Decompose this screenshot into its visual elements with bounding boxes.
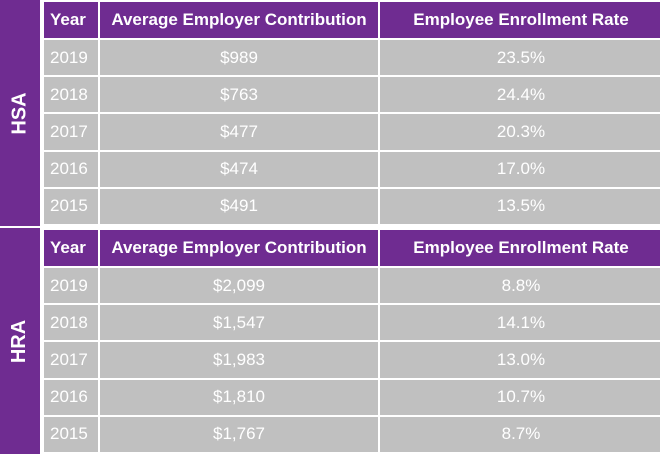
table-row: 2019 $2,099 8.8% <box>42 265 660 306</box>
rate-cell: 14.1% <box>378 303 660 343</box>
table-row: 2015 $1,767 8.7% <box>42 414 660 454</box>
contribution-cell: $1,983 <box>98 340 380 380</box>
rate-cell: 17.0% <box>378 149 660 189</box>
contribution-cell: $1,767 <box>98 414 380 454</box>
year-cell: 2015 <box>42 186 100 227</box>
hsa-label: HSA <box>8 91 31 135</box>
hsa-section: HSA Year Average Employer Contribution E… <box>0 0 660 227</box>
rate-cell: 10.7% <box>378 377 660 417</box>
rate-cell: 8.8% <box>378 265 660 306</box>
contribution-cell: $474 <box>98 149 380 189</box>
hsa-header-row: Year Average Employer Contribution Emplo… <box>42 0 660 40</box>
year-header: Year <box>42 0 100 40</box>
year-cell: 2016 <box>42 377 100 417</box>
contribution-cell: $2,099 <box>98 265 380 306</box>
table-row: 2018 $763 24.4% <box>42 75 660 115</box>
year-cell: 2019 <box>42 265 100 306</box>
table-row: 2017 $1,983 13.0% <box>42 340 660 380</box>
year-cell: 2017 <box>42 340 100 380</box>
year-cell: 2015 <box>42 414 100 454</box>
year-cell: 2018 <box>42 303 100 343</box>
rate-cell: 8.7% <box>378 414 660 454</box>
rate-cell: 24.4% <box>378 75 660 115</box>
contribution-cell: $989 <box>98 37 380 78</box>
contribution-cell: $477 <box>98 112 380 152</box>
rate-cell: 23.5% <box>378 37 660 78</box>
rate-header: Employee Enrollment Rate <box>378 0 660 40</box>
year-cell: 2018 <box>42 75 100 115</box>
rate-cell: 13.5% <box>378 186 660 227</box>
hsa-side-label: HSA <box>0 0 42 226</box>
rate-cell: 20.3% <box>378 112 660 152</box>
table-row: 2018 $1,547 14.1% <box>42 303 660 343</box>
contribution-header: Average Employer Contribution <box>98 228 380 268</box>
hra-label: HRA <box>8 319 31 363</box>
rate-cell: 13.0% <box>378 340 660 380</box>
contribution-cell: $1,810 <box>98 377 380 417</box>
contribution-header: Average Employer Contribution <box>98 0 380 40</box>
year-cell: 2019 <box>42 37 100 78</box>
year-cell: 2017 <box>42 112 100 152</box>
year-header: Year <box>42 228 100 268</box>
year-cell: 2016 <box>42 149 100 189</box>
hsa-table: Year Average Employer Contribution Emplo… <box>42 0 660 227</box>
contribution-cell: $1,547 <box>98 303 380 343</box>
table-row: 2019 $989 23.5% <box>42 37 660 78</box>
table-row: 2016 $474 17.0% <box>42 149 660 189</box>
hra-section: HRA Year Average Employer Contribution E… <box>0 228 660 454</box>
table-row: 2016 $1,810 10.7% <box>42 377 660 417</box>
table-row: 2017 $477 20.3% <box>42 112 660 152</box>
contribution-cell: $763 <box>98 75 380 115</box>
contribution-cell: $491 <box>98 186 380 227</box>
rate-header: Employee Enrollment Rate <box>378 228 660 268</box>
hra-side-label: HRA <box>0 228 42 454</box>
hra-header-row: Year Average Employer Contribution Emplo… <box>42 228 660 268</box>
hra-table: Year Average Employer Contribution Emplo… <box>42 228 660 454</box>
table-row: 2015 $491 13.5% <box>42 186 660 227</box>
